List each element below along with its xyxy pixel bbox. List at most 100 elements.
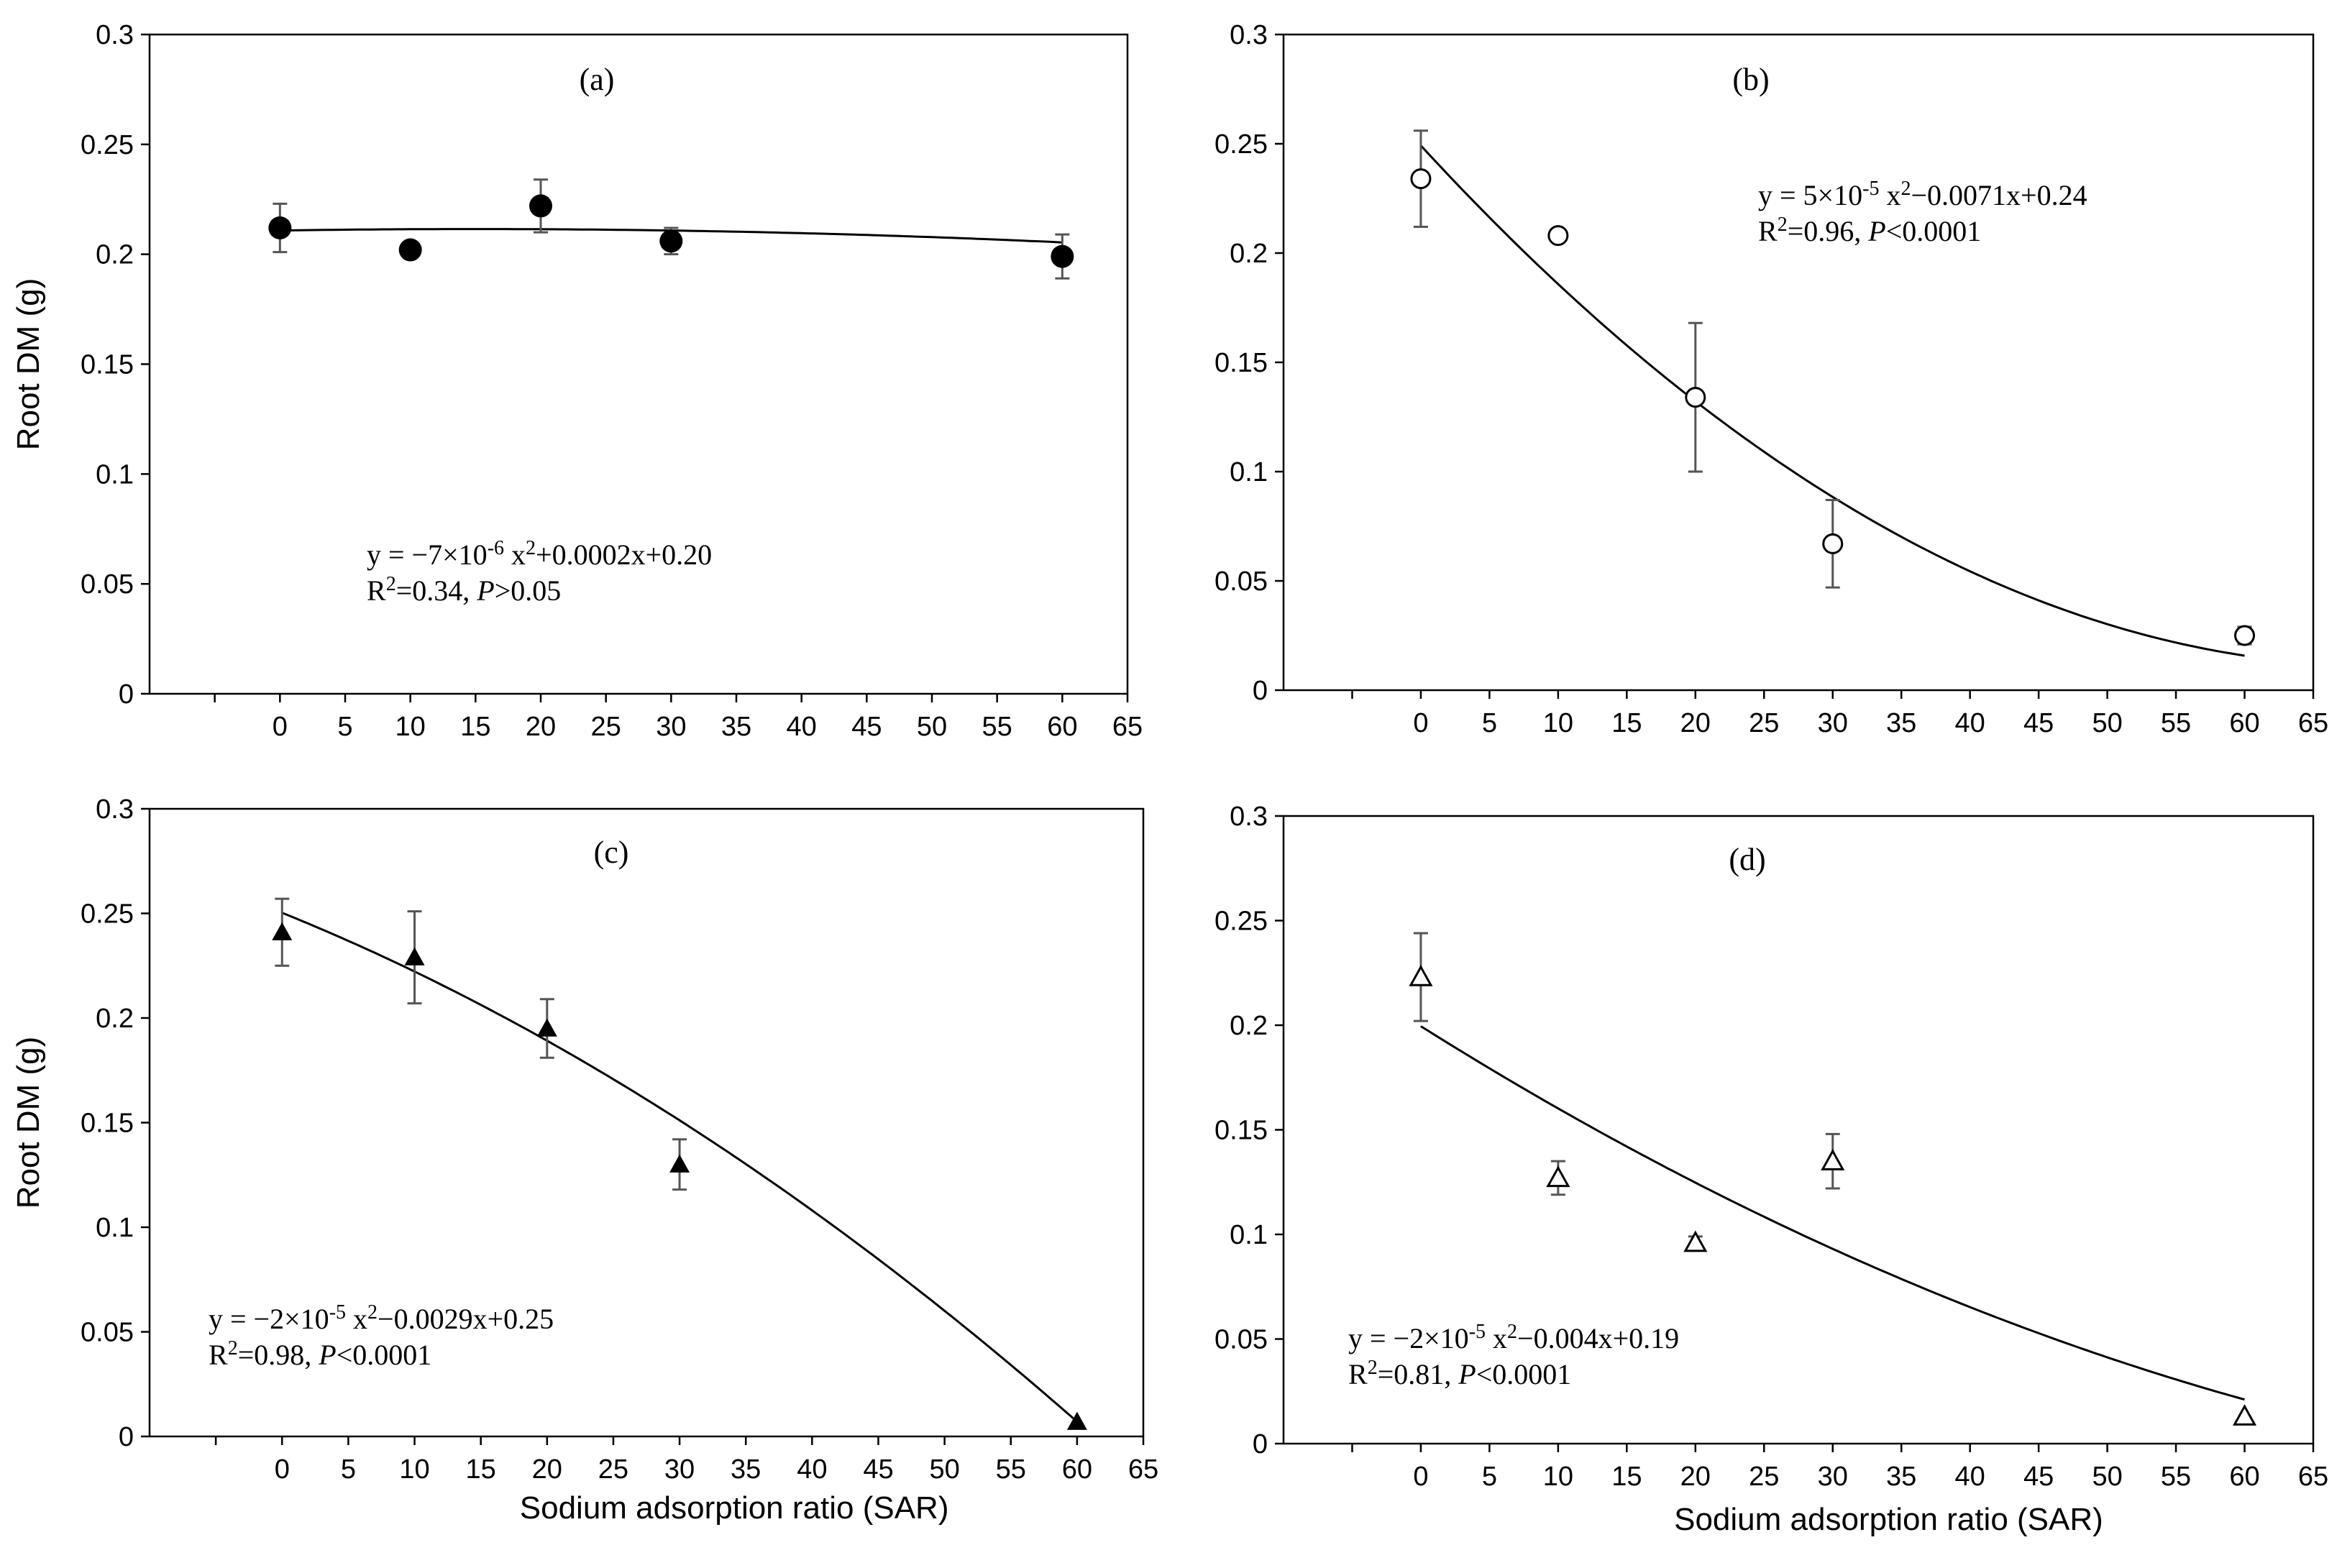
data-point bbox=[2234, 625, 2256, 646]
x-tick-label: 25 bbox=[591, 712, 621, 742]
data-point bbox=[1683, 1230, 1708, 1252]
x-tick-label: 15 bbox=[1611, 708, 1642, 738]
y-tick-label: 0.15 bbox=[1215, 348, 1268, 378]
data-point bbox=[2232, 1404, 2257, 1426]
x-tick-label: 15 bbox=[1611, 1462, 1642, 1492]
x-tick-label: 55 bbox=[2161, 708, 2191, 738]
x-tick-label: 30 bbox=[656, 712, 686, 742]
y-tick-label: 0.3 bbox=[1230, 802, 1268, 832]
x-tick-label: 65 bbox=[2298, 1462, 2328, 1492]
x-tick-label: 40 bbox=[1955, 1462, 1985, 1492]
data-point bbox=[1685, 387, 1706, 408]
regression-stats: R2=0.96, P<0.0001 bbox=[1758, 214, 1981, 247]
x-tick-label: 15 bbox=[460, 712, 490, 742]
y-tick-label: 0.15 bbox=[1215, 1116, 1268, 1146]
data-point bbox=[1410, 168, 1432, 190]
y-tick-label: 0.2 bbox=[1230, 1011, 1268, 1041]
x-tick-label: 20 bbox=[1680, 708, 1711, 738]
y-tick-label: 0.3 bbox=[96, 20, 134, 50]
data-point bbox=[1546, 1165, 1570, 1188]
regression-equation: y = −2×10-5 x2−0.004x+0.19 bbox=[1348, 1321, 1679, 1354]
y-tick-label: 0.05 bbox=[81, 569, 134, 600]
y-tick-label: 0 bbox=[119, 1422, 134, 1452]
chart-panel-d: 0 0.05 0.1 0.15 0.2 0.25 0.3 0 5 10 15 20 25 30 35 40 45… bbox=[1215, 802, 2328, 1537]
data-point bbox=[659, 229, 683, 253]
y-tick-label: 0.25 bbox=[1215, 907, 1268, 937]
x-tick-label: 20 bbox=[526, 712, 556, 742]
data-point bbox=[398, 238, 422, 262]
y-tick-label: 0.05 bbox=[81, 1318, 134, 1348]
y-tick-label: 0.25 bbox=[1215, 129, 1268, 160]
x-tick-label: 35 bbox=[1886, 708, 1916, 738]
x-tick-label: 50 bbox=[2092, 708, 2122, 738]
data-point bbox=[1066, 1411, 1087, 1430]
x-tick-label: 40 bbox=[797, 1454, 827, 1485]
x-tick-label: 30 bbox=[1818, 708, 1848, 738]
y-tick-label: 0.1 bbox=[1230, 1220, 1268, 1250]
panel-label: (a) bbox=[580, 62, 615, 97]
x-tick-label: 45 bbox=[851, 712, 882, 742]
regression-equation: y = −7×10-6 x2+0.0002x+0.20 bbox=[367, 537, 712, 571]
y-tick-label: 0.05 bbox=[1215, 567, 1268, 597]
regression-stats: R2=0.81, P<0.0001 bbox=[1348, 1357, 1571, 1390]
x-tick-label: 15 bbox=[466, 1454, 496, 1485]
x-axis-title: Sodium adsorption ratio (SAR) bbox=[1674, 1502, 2103, 1537]
data-point bbox=[272, 922, 293, 940]
x-axis-title: Sodium adsorption ratio (SAR) bbox=[520, 1490, 949, 1526]
trend-line bbox=[1419, 145, 2245, 657]
plot-frame bbox=[1282, 33, 2315, 692]
x-tick-label: 0 bbox=[1413, 1462, 1428, 1492]
data-point bbox=[268, 216, 292, 239]
x-tick-label: 25 bbox=[1749, 1462, 1779, 1492]
x-tick-label: 25 bbox=[1749, 708, 1779, 738]
x-tick-label: 5 bbox=[1482, 1462, 1497, 1492]
y-axis-title: Root DM (g) bbox=[11, 278, 46, 451]
x-tick-label: 55 bbox=[996, 1454, 1026, 1485]
plot-frame bbox=[148, 33, 1129, 695]
y-tick-label: 0.3 bbox=[96, 794, 134, 825]
x-tick-label: 45 bbox=[2023, 708, 2054, 738]
x-tick-label: 0 bbox=[273, 712, 288, 742]
x-tick-label: 30 bbox=[1818, 1462, 1848, 1492]
x-tick-label: 55 bbox=[2161, 1462, 2191, 1492]
x-tick-label: 10 bbox=[1543, 708, 1573, 738]
data-point bbox=[529, 194, 552, 218]
x-tick-label: 65 bbox=[1128, 1454, 1158, 1485]
x-tick-label: 10 bbox=[399, 1454, 429, 1485]
regression-stats: R2=0.98, P<0.0001 bbox=[209, 1337, 431, 1371]
x-tick-label: 60 bbox=[1047, 712, 1077, 742]
data-point bbox=[1821, 1149, 1845, 1170]
x-tick-label: 40 bbox=[787, 712, 817, 742]
x-tick-label: 45 bbox=[2023, 1462, 2054, 1492]
y-tick-label: 0.2 bbox=[96, 1004, 134, 1034]
y-tick-label: 0.05 bbox=[1215, 1325, 1268, 1355]
y-tick-label: 0 bbox=[1253, 1429, 1268, 1459]
y-tick-label: 0.1 bbox=[1230, 457, 1268, 487]
trend-line bbox=[1420, 1025, 2245, 1401]
chart-panel-a: 0 0.05 0.1 0.15 0.2 0.25 0.3 0 5 10 15 20 25 30 35 40 45… bbox=[11, 20, 1143, 742]
regression-stats: R2=0.34, P>0.05 bbox=[367, 573, 561, 607]
x-tick-label: 25 bbox=[598, 1454, 628, 1485]
y-tick-label: 0.25 bbox=[81, 130, 134, 160]
y-tick-label: 0.2 bbox=[96, 240, 134, 270]
regression-equation: y = −2×10-5 x2−0.0029x+0.25 bbox=[209, 1301, 554, 1335]
x-tick-label: 60 bbox=[1062, 1454, 1092, 1485]
x-tick-label: 35 bbox=[731, 1454, 761, 1485]
x-tick-label: 55 bbox=[982, 712, 1012, 742]
y-tick-label: 0 bbox=[1253, 676, 1268, 706]
x-tick-label: 50 bbox=[929, 1454, 959, 1485]
panel-label: (d) bbox=[1729, 842, 1765, 877]
x-tick-label: 40 bbox=[1955, 708, 1985, 738]
chart-panel-b: 0 0.05 0.1 0.15 0.2 0.25 0.3 0 5 10 15 20 25 30 35 40 45… bbox=[1215, 20, 2328, 738]
panel-label: (c) bbox=[594, 835, 629, 870]
data-point bbox=[404, 947, 425, 966]
chart-panel-c: 0 0.05 0.1 0.15 0.2 0.25 0.3 0 5 10 15 20 25 30 35 40 45… bbox=[11, 794, 1158, 1526]
x-tick-label: 20 bbox=[532, 1454, 562, 1485]
y-tick-label: 0.25 bbox=[81, 899, 134, 930]
x-tick-label: 5 bbox=[1482, 708, 1497, 738]
x-tick-label: 0 bbox=[275, 1454, 290, 1485]
y-tick-label: 0.2 bbox=[1230, 239, 1268, 269]
x-tick-label: 30 bbox=[664, 1454, 695, 1485]
y-axis-title: Root DM (g) bbox=[11, 1037, 46, 1209]
data-point bbox=[669, 1154, 690, 1173]
